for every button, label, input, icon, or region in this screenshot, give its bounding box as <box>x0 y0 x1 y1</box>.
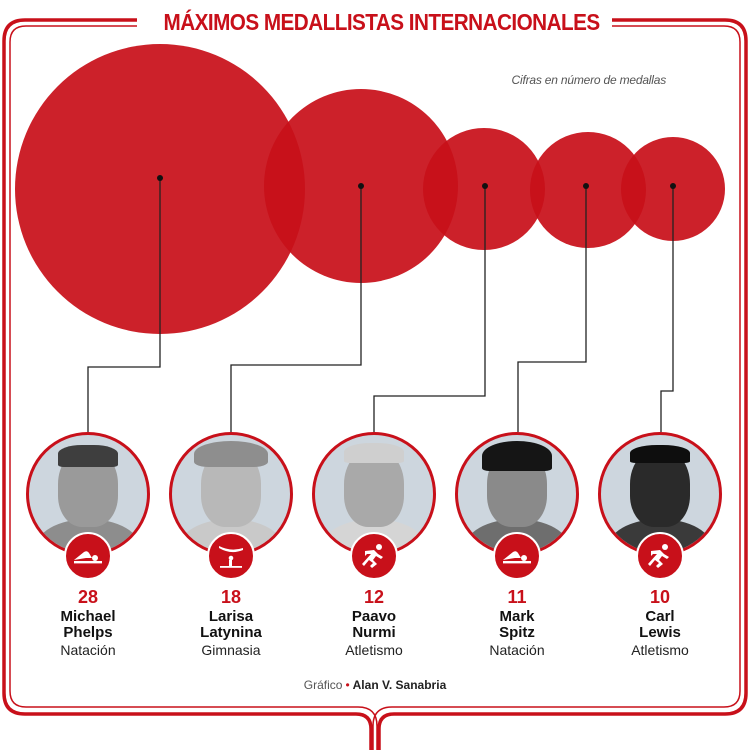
dot-spitz <box>583 183 589 189</box>
dot-nurmi <box>482 183 488 189</box>
running-icon <box>636 532 684 580</box>
athlete-last-name: Spitz <box>499 624 535 641</box>
athlete-sport: Atletismo <box>631 642 689 658</box>
athlete-first-name: Paavo <box>351 608 397 625</box>
medal-count: 10 <box>649 587 671 607</box>
connector-nurmi <box>373 186 486 432</box>
athlete-card: 11 Mark Spitz Natación <box>452 432 582 658</box>
frame-inner <box>9 25 741 750</box>
credit-author: Alan V. Sanabria <box>352 678 447 692</box>
medal-count: 11 <box>507 587 527 607</box>
athlete-card: 18 Larisa Latynina Gimnasia <box>166 432 296 658</box>
credit-line: Gráfico • Alan V. Sanabria <box>0 678 750 692</box>
athlete-sport: Atletismo <box>345 642 403 658</box>
athlete-first-name: Carl <box>645 608 675 625</box>
athlete-last-name: Nurmi <box>352 624 396 641</box>
bubble-nurmi <box>423 128 545 250</box>
swimming-icon <box>64 532 112 580</box>
athlete-last-name: Lewis <box>639 624 681 641</box>
athlete-photo <box>312 432 436 556</box>
bubble-spitz <box>530 132 646 248</box>
athlete-photo <box>26 432 150 556</box>
chart-subtitle: Cifras en número de medallas <box>511 73 667 87</box>
athlete-sport: Gimnasia <box>201 642 261 658</box>
bullet-icon: • <box>345 678 350 692</box>
frame-outer <box>2 18 748 750</box>
credit-label: Gráfico <box>303 678 343 692</box>
athlete-sport: Natación <box>489 642 545 658</box>
bubbles <box>15 44 725 334</box>
athlete-sport: Natación <box>60 642 116 658</box>
medal-count: 28 <box>77 587 99 607</box>
connector-phelps <box>87 178 161 432</box>
page-title: MÁXIMOS MEDALLISTAS INTERNACIONALES <box>163 9 600 36</box>
swimming-icon <box>493 532 541 580</box>
athlete-first-name: Mark <box>499 608 535 625</box>
dot-phelps <box>157 175 163 181</box>
athlete-last-name: Latynina <box>200 624 262 641</box>
connector-spitz <box>517 186 587 432</box>
medal-count: 12 <box>363 587 385 607</box>
athlete-card: 10 Carl Lewis Atletismo <box>595 432 725 658</box>
running-icon <box>350 532 398 580</box>
gymnastics-icon <box>207 532 255 580</box>
athlete-first-name: Larisa <box>208 608 254 625</box>
athlete-card: 28 Michael Phelps Natación <box>23 432 153 658</box>
athlete-card: 12 Paavo Nurmi Atletismo <box>309 432 439 658</box>
athlete-last-name: Phelps <box>63 624 113 641</box>
athlete-first-name: Michael <box>60 608 116 625</box>
connector-latynina <box>230 186 362 432</box>
dot-latynina <box>358 183 364 189</box>
connector-lewis <box>660 186 674 432</box>
dot-lewis <box>670 183 676 189</box>
medal-count: 18 <box>220 587 242 607</box>
